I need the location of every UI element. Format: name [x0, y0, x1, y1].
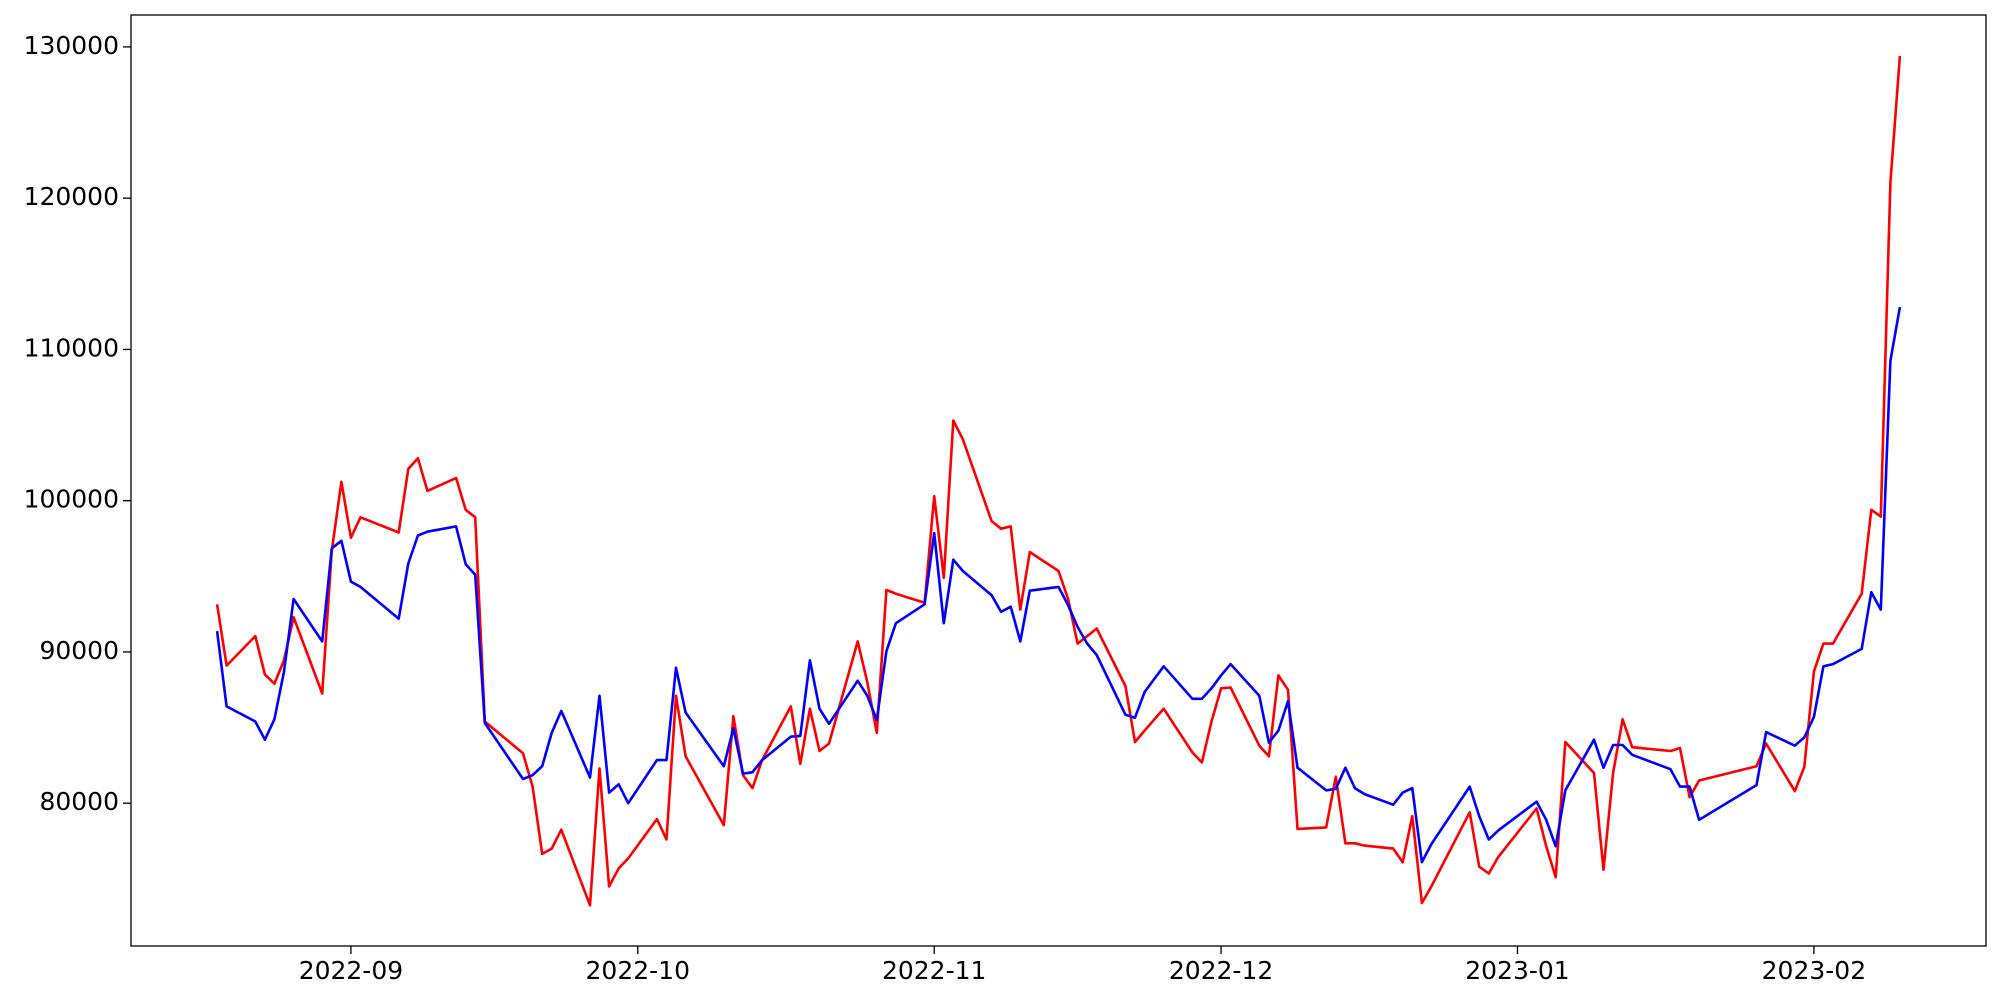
x-tick-label: 2022-11: [882, 956, 986, 985]
series-line: [215, 55, 1902, 907]
x-tick-label: 2023-01: [1465, 956, 1569, 985]
plot-frame: [130, 14, 1987, 947]
y-tick-label: 120000: [24, 182, 119, 211]
y-tick-label: 100000: [24, 485, 119, 514]
x-tick-label: 2023-02: [1762, 956, 1866, 985]
y-tick-label: 130000: [24, 31, 119, 60]
y-tick-label: 90000: [39, 636, 119, 665]
series-line: [215, 306, 1902, 864]
x-tick-label: 2022-10: [586, 956, 690, 985]
x-tick-label: 2022-09: [299, 956, 403, 985]
x-tick-label: 2022-12: [1169, 956, 1273, 985]
y-tick-label: 80000: [39, 787, 119, 816]
y-tick-label: 110000: [24, 333, 119, 362]
